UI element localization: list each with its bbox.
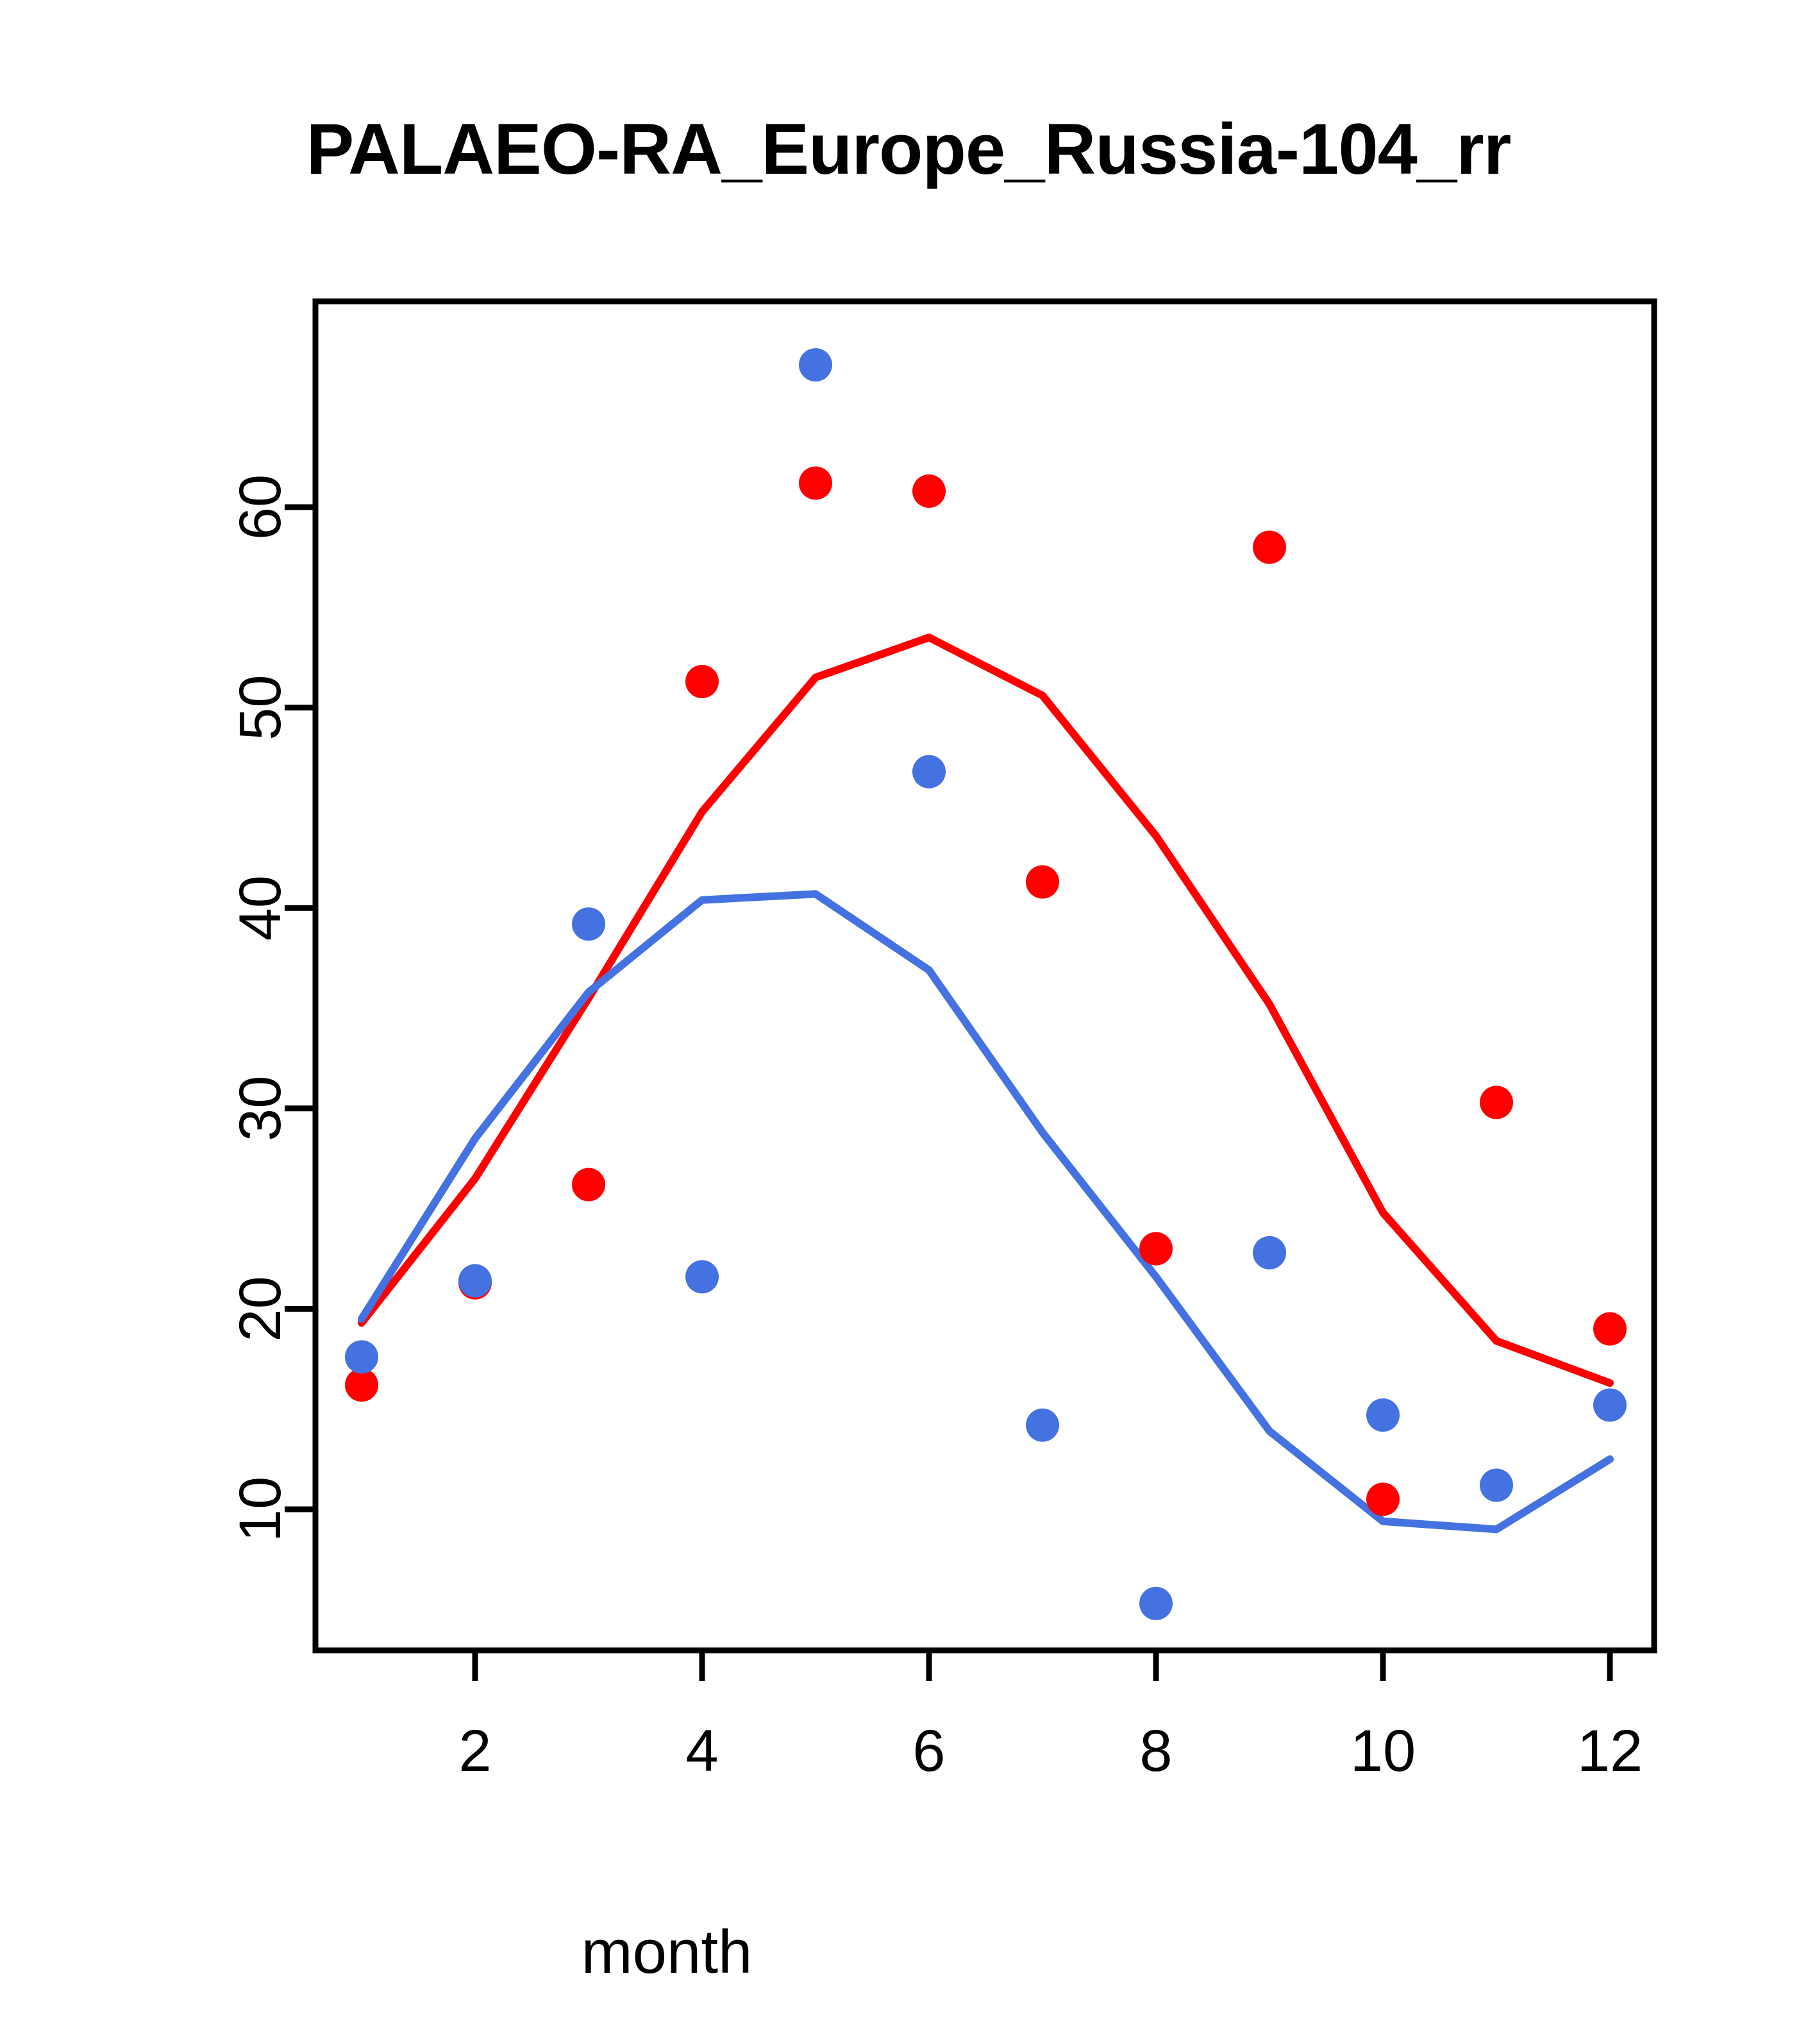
x-axis-tick-label: 4 <box>685 1718 718 1784</box>
data-point-blue-points <box>1026 1408 1059 1442</box>
data-point-blue-points <box>1593 1388 1627 1422</box>
data-point-red-points <box>912 474 946 508</box>
y-axis-tick-label: 50 <box>228 674 293 740</box>
x-axis-tick-label: 2 <box>458 1718 491 1784</box>
data-point-blue-points <box>1366 1398 1400 1432</box>
data-point-blue-points <box>1253 1236 1286 1269</box>
y-axis-tick-label: 60 <box>228 474 293 540</box>
data-point-red-points <box>1480 1085 1513 1119</box>
data-point-red-points <box>1026 865 1059 899</box>
data-point-blue-points <box>1139 1586 1173 1620</box>
x-axis-tick-label: 12 <box>1577 1718 1643 1784</box>
data-point-red-points <box>345 1368 378 1402</box>
x-axis-title: month <box>581 1918 753 1986</box>
y-axis-tick-label: 10 <box>228 1477 293 1542</box>
data-point-blue-points <box>912 755 946 789</box>
data-point-blue-points <box>572 907 605 941</box>
data-point-blue-points <box>1480 1468 1513 1502</box>
x-axis-tick-label: 10 <box>1350 1718 1416 1784</box>
x-axis-tick-label: 6 <box>912 1718 945 1784</box>
data-point-blue-points <box>685 1260 719 1294</box>
y-axis-tick-label: 20 <box>228 1276 293 1341</box>
y-axis-tick-label: 30 <box>228 1076 293 1141</box>
data-point-blue-points <box>458 1264 492 1298</box>
plot-frame <box>312 298 1657 1654</box>
x-axis-tick-label: 8 <box>1139 1718 1172 1784</box>
series-line-red-line <box>358 633 1614 1387</box>
y-axis-tick-label: 40 <box>228 875 293 941</box>
page-title: PALAEO-RA_Europe_Russia-104_rr <box>306 109 1512 189</box>
data-point-red-points <box>572 1168 605 1202</box>
data-point-blue-points <box>345 1340 378 1374</box>
data-point-red-points <box>1139 1232 1173 1266</box>
data-point-red-points <box>1366 1482 1400 1516</box>
data-point-red-points <box>1253 530 1286 564</box>
data-point-red-points <box>799 466 832 500</box>
data-point-red-points <box>1593 1312 1627 1346</box>
data-point-red-points <box>685 664 719 698</box>
series-line-blue-line <box>358 890 1614 1534</box>
data-point-blue-points <box>799 348 832 382</box>
